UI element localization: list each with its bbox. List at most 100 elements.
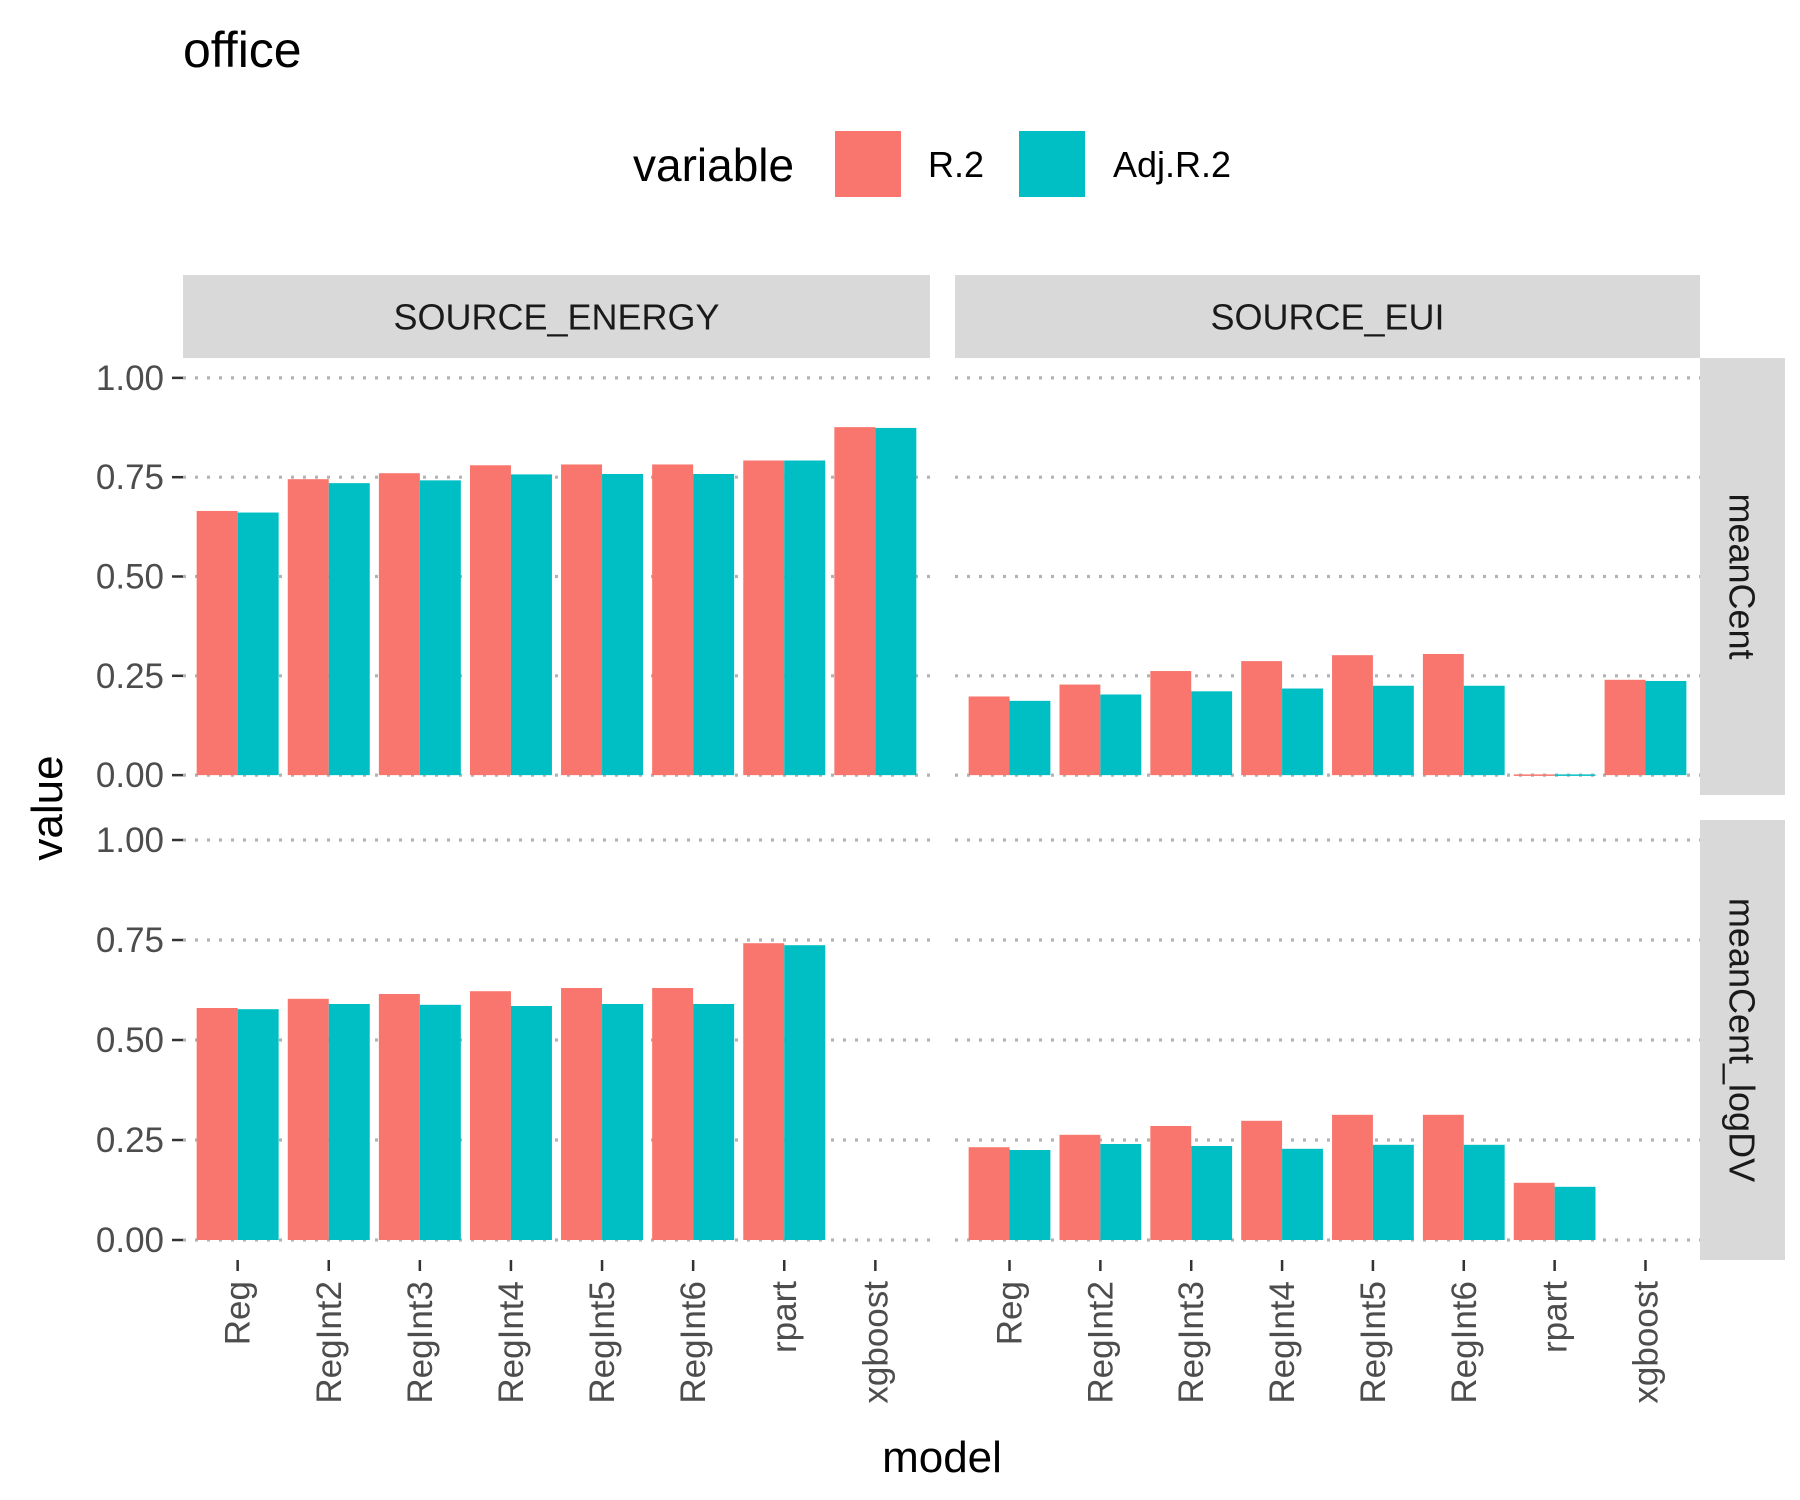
- legend-key-r2: [835, 131, 901, 197]
- x-tick-label: RegInt3: [401, 1281, 440, 1404]
- bar-source-eui-meancent-regint4-r-2: [1241, 661, 1283, 776]
- strip-label: meanCent: [1722, 493, 1763, 659]
- y-axis-title: value: [23, 755, 72, 860]
- bar-source-eui-meancent-logdv-regint5-adj-r-2: [1372, 1144, 1414, 1240]
- x-tick-label: RegInt5: [583, 1281, 622, 1404]
- legend-title: variable: [633, 139, 794, 191]
- bar-source-eui-meancent-logdv-regint5-r-2: [1332, 1114, 1373, 1240]
- bar-source-energy-meancent-logdv-regint6-r-2: [652, 988, 694, 1240]
- bar-source-eui-meancent-xgboost-r-2: [1604, 679, 1646, 776]
- bar-source-eui-meancent-logdv-regint6-r-2: [1422, 1114, 1464, 1240]
- x-tick-label: RegInt2: [310, 1281, 349, 1404]
- x-tick-label: Reg: [991, 1281, 1030, 1345]
- bar-source-energy-meancent-regint4-r-2: [469, 465, 511, 776]
- strip-label: meanCent_logDV: [1722, 898, 1763, 1182]
- bar-source-eui-meancent-logdv-regint4-adj-r-2: [1282, 1148, 1323, 1240]
- y-axis-meancent-logdv: 0.00 0.25 0.50 0.75 1.00: [96, 821, 183, 1260]
- x-tick-label: RegInt6: [1445, 1281, 1484, 1404]
- bar-source-energy-meancent-logdv-rpart-r-2: [743, 943, 785, 1240]
- strip-background: [183, 275, 930, 358]
- x-tick-label: Reg: [219, 1281, 258, 1345]
- bar-source-energy-meancent-reg-adj-r-2: [237, 512, 279, 776]
- x-axis-source-eui: Reg RegInt2 RegInt3 RegInt4 RegInt5 RegInt6 rp…: [991, 1260, 1665, 1404]
- x-tick-label: RegInt3: [1172, 1281, 1211, 1404]
- bar-source-energy-meancent-logdv-regint6-adj-r-2: [693, 1004, 735, 1240]
- strip-label: SOURCE_ENERGY: [393, 297, 719, 338]
- x-tick-label: RegInt4: [492, 1281, 531, 1404]
- x-axis-title: model: [882, 1433, 1002, 1482]
- bar-source-eui-meancent-regint6-r-2: [1422, 653, 1464, 776]
- x-axes: Reg RegInt2 RegInt3 RegInt4 RegInt5 RegInt6 rp…: [219, 1260, 1665, 1404]
- legend-key-adj-r2: [1019, 131, 1085, 197]
- strip-label: SOURCE_EUI: [1210, 297, 1444, 338]
- x-tick-label: RegInt4: [1263, 1281, 1302, 1404]
- bar-source-eui-meancent-reg-adj-r-2: [1009, 700, 1051, 776]
- bar-source-energy-meancent-logdv-regint4-r-2: [469, 991, 511, 1240]
- y-tick-label: 0.50: [96, 1021, 164, 1060]
- bar-source-eui-meancent-logdv-regint2-adj-r-2: [1100, 1144, 1142, 1240]
- x-tick-label: rpart: [1536, 1281, 1575, 1353]
- y-tick-label: 1.00: [96, 359, 164, 398]
- bar-source-eui-meancent-regint3-adj-r-2: [1191, 691, 1233, 776]
- bar-source-energy-meancent-regint2-adj-r-2: [328, 483, 370, 776]
- bar-source-eui-meancent-regint2-r-2: [1059, 684, 1101, 776]
- legend-label-r2: R.2: [928, 144, 984, 185]
- bar-source-eui-meancent-logdv-regint4-r-2: [1241, 1120, 1283, 1240]
- strip-background: [1700, 358, 1785, 795]
- y-tick-label: 0.00: [96, 1221, 164, 1260]
- y-axis-meancent: 0.00 0.25 0.50 0.75 1.00: [96, 359, 183, 795]
- strip-background: [955, 275, 1700, 358]
- y-axes: 0.00 0.25 0.50 0.75 1.00 0.00 0.25 0.50 0.75 1.00: [96, 359, 183, 1260]
- bar-source-eui-meancent-rpart-r-2: [1513, 774, 1555, 776]
- panels: [183, 376, 1700, 1242]
- bar-source-energy-meancent-logdv-regint2-adj-r-2: [328, 1004, 370, 1240]
- strip-meancent: meanCent: [1700, 358, 1785, 795]
- bar-source-eui-meancent-regint2-adj-r-2: [1100, 694, 1142, 776]
- bar-source-energy-meancent-rpart-adj-r-2: [784, 460, 826, 776]
- bar-source-energy-meancent-regint5-adj-r-2: [602, 474, 644, 776]
- bar-source-eui-meancent-regint5-r-2: [1332, 655, 1373, 776]
- x-tick-label: RegInt5: [1354, 1281, 1393, 1404]
- bar-source-energy-meancent-regint4-adj-r-2: [510, 474, 552, 776]
- legend-label-adj-r2: Adj.R.2: [1113, 144, 1231, 185]
- bar-source-eui-meancent-logdv-rpart-adj-r-2: [1554, 1186, 1596, 1240]
- y-tick-label: 1.00: [96, 821, 164, 860]
- panel-source-eui-meancent: [955, 376, 1700, 777]
- bar-source-energy-meancent-regint3-r-2: [378, 473, 420, 776]
- y-tick-label: 0.75: [96, 458, 164, 497]
- bar-source-energy-meancent-xgboost-r-2: [834, 427, 876, 776]
- bar-source-energy-meancent-logdv-regint2-r-2: [287, 998, 329, 1240]
- x-tick-label: RegInt6: [674, 1281, 713, 1404]
- bar-source-energy-meancent-logdv-reg-adj-r-2: [237, 1009, 279, 1240]
- strip-source-energy: SOURCE_ENERGY: [183, 275, 930, 358]
- x-tick-label: rpart: [765, 1281, 804, 1353]
- bar-source-energy-meancent-logdv-regint5-r-2: [561, 988, 603, 1240]
- bar-source-energy-meancent-regint3-adj-r-2: [419, 480, 461, 776]
- bar-source-eui-meancent-logdv-regint2-r-2: [1059, 1134, 1101, 1240]
- bar-source-eui-meancent-logdv-reg-adj-r-2: [1009, 1150, 1051, 1240]
- x-tick-label: xgboost: [1626, 1281, 1665, 1404]
- strip-background: [1700, 820, 1785, 1260]
- bar-source-eui-meancent-regint6-adj-r-2: [1463, 685, 1505, 776]
- bar-source-eui-meancent-logdv-regint3-adj-r-2: [1191, 1146, 1233, 1240]
- legend: variable R.2 Adj.R.2: [633, 131, 1231, 197]
- bar-source-energy-meancent-logdv-regint3-adj-r-2: [419, 1004, 461, 1240]
- panel-source-eui-meancent-logdv: [955, 838, 1700, 1242]
- bar-source-energy-meancent-logdv-regint5-adj-r-2: [602, 1004, 644, 1240]
- x-tick-label: RegInt2: [1081, 1281, 1120, 1404]
- bar-source-eui-meancent-reg-r-2: [968, 696, 1010, 776]
- panel-source-energy-meancent: [183, 376, 930, 777]
- bar-source-energy-meancent-regint2-r-2: [287, 479, 329, 776]
- bar-source-energy-meancent-logdv-rpart-adj-r-2: [784, 945, 826, 1240]
- bar-source-eui-meancent-logdv-rpart-r-2: [1513, 1182, 1555, 1240]
- y-tick-label: 0.00: [96, 756, 164, 795]
- panel-source-energy-meancent-logdv: [183, 838, 930, 1242]
- facet-strips: SOURCE_ENERGY SOURCE_EUI meanCent meanCent_…: [183, 275, 1785, 1260]
- bar-source-energy-meancent-regint5-r-2: [561, 464, 603, 776]
- bar-source-eui-meancent-logdv-reg-r-2: [968, 1147, 1010, 1240]
- bar-source-eui-meancent-regint5-adj-r-2: [1372, 685, 1414, 776]
- strip-meancent-logdv: meanCent_logDV: [1700, 820, 1785, 1260]
- bar-source-energy-meancent-logdv-regint3-r-2: [378, 994, 420, 1240]
- bar-source-eui-meancent-logdv-regint6-adj-r-2: [1463, 1144, 1505, 1240]
